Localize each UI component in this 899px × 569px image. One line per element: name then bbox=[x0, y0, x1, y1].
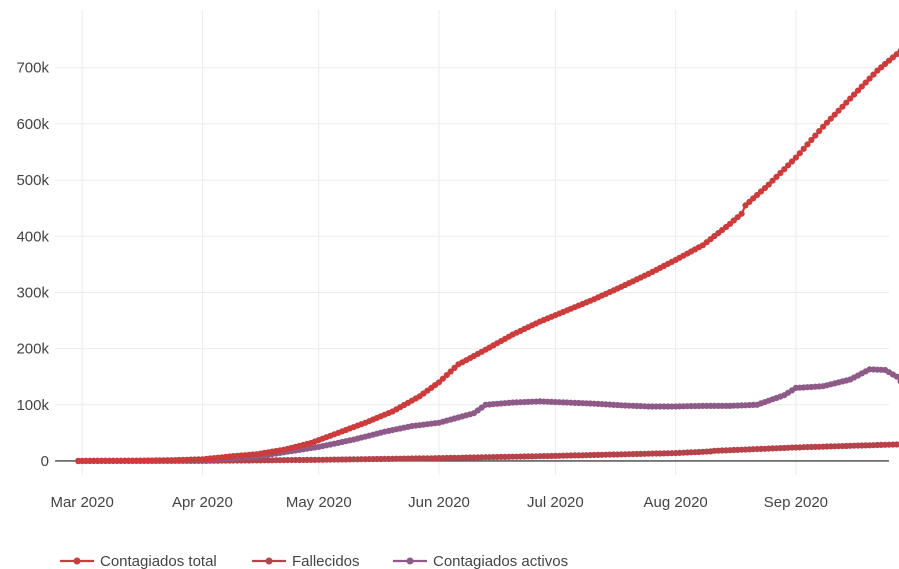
data-point bbox=[738, 210, 745, 217]
data-point bbox=[893, 373, 899, 380]
data-point bbox=[785, 162, 792, 169]
data-point bbox=[858, 83, 865, 90]
legend-item[interactable]: Contagiados total bbox=[60, 553, 217, 569]
data-point bbox=[781, 166, 788, 173]
data-point bbox=[893, 441, 899, 448]
y-tick-label: 400k bbox=[16, 228, 49, 245]
data-point bbox=[796, 150, 803, 157]
x-tick-label: Jun 2020 bbox=[408, 494, 470, 511]
data-point bbox=[870, 71, 877, 78]
data-point bbox=[788, 158, 796, 165]
data-point bbox=[451, 364, 458, 371]
data-point bbox=[851, 91, 858, 98]
data-point bbox=[831, 111, 838, 118]
series-group bbox=[75, 48, 899, 465]
data-point bbox=[823, 119, 831, 126]
data-point bbox=[808, 136, 815, 144]
y-tick-label: 700k bbox=[16, 60, 49, 77]
data-point bbox=[866, 75, 873, 82]
data-point bbox=[893, 51, 899, 58]
data-point bbox=[792, 154, 800, 161]
data-point bbox=[765, 181, 772, 188]
legend-swatch-marker bbox=[73, 557, 81, 565]
x-tick-label: Aug 2020 bbox=[644, 494, 708, 511]
data-point bbox=[816, 128, 823, 135]
grid bbox=[55, 10, 889, 475]
data-point bbox=[839, 103, 846, 110]
legend-swatch-marker bbox=[265, 557, 273, 565]
data-point bbox=[773, 173, 780, 180]
data-point bbox=[862, 79, 869, 86]
legend-label: Contagiados activos bbox=[433, 553, 568, 569]
x-tick-label: May 2020 bbox=[286, 494, 352, 511]
legend-label: Fallecidos bbox=[292, 553, 360, 569]
y-tick-label: 200k bbox=[16, 341, 49, 358]
x-tick-label: Sep 2020 bbox=[764, 494, 828, 511]
series-contagiados-total bbox=[75, 48, 899, 465]
data-point bbox=[812, 132, 819, 139]
x-tick-label: Mar 2020 bbox=[50, 494, 113, 511]
legend-swatch-marker bbox=[406, 557, 414, 565]
data-point bbox=[843, 99, 850, 106]
data-point bbox=[854, 87, 862, 94]
legend[interactable]: Contagiados total Fallecidos Contagiados a… bbox=[60, 553, 568, 569]
x-tick-label: Jul 2020 bbox=[527, 494, 584, 511]
data-point bbox=[835, 107, 842, 114]
data-point bbox=[847, 95, 854, 102]
data-point bbox=[777, 169, 784, 177]
data-point bbox=[435, 379, 443, 386]
y-tick-label: 300k bbox=[16, 284, 49, 301]
data-point bbox=[804, 141, 811, 148]
data-point bbox=[769, 177, 776, 184]
axes: Mar 2020 Apr 2020 May 2020 Jun 2020 Jul 2020… bbox=[16, 60, 889, 511]
y-tick-label: 100k bbox=[16, 397, 49, 414]
legend-label: Contagiados total bbox=[100, 553, 217, 569]
data-point bbox=[827, 115, 834, 122]
y-tick-label: 500k bbox=[16, 172, 49, 189]
x-tick-label: Apr 2020 bbox=[172, 494, 233, 511]
data-point bbox=[820, 123, 827, 130]
legend-item[interactable]: Contagiados activos bbox=[393, 553, 568, 569]
y-tick-label: 600k bbox=[16, 116, 49, 133]
y-tick-label: 0 bbox=[41, 453, 49, 470]
data-point bbox=[443, 372, 450, 379]
legend-item[interactable]: Fallecidos bbox=[252, 553, 360, 569]
data-point bbox=[800, 145, 807, 152]
data-point bbox=[439, 375, 446, 382]
